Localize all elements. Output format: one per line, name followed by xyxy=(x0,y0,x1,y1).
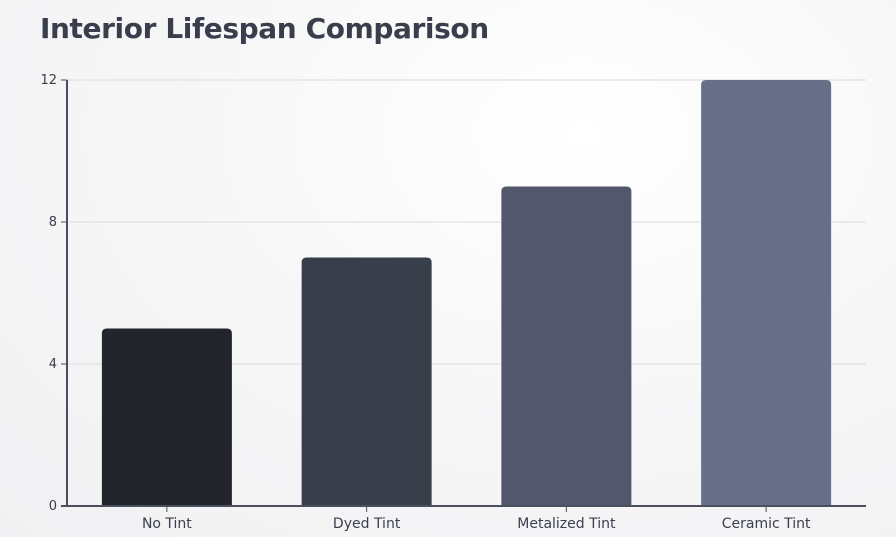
bar-metalized-tint[interactable] xyxy=(501,186,632,507)
y-tick-label: 0 xyxy=(49,499,57,514)
x-tick-labels: No Tint Dyed Tint Metalized Tint Ceramic Ti… xyxy=(142,516,811,532)
y-tick-label: 12 xyxy=(40,73,57,88)
x-tick-label: Dyed Tint xyxy=(333,516,401,532)
y-tick-label: 8 xyxy=(49,215,57,230)
chart-title: Interior Lifespan Comparison xyxy=(40,12,489,45)
y-tick-labels: 0 4 8 12 xyxy=(40,73,57,514)
x-tick-label: Metalized Tint xyxy=(517,516,616,532)
x-tick-label: No Tint xyxy=(142,516,192,532)
y-tick-label: 4 xyxy=(49,357,57,372)
x-tick-label: Ceramic Tint xyxy=(722,516,811,532)
bar-dyed-tint[interactable] xyxy=(301,257,432,507)
bars xyxy=(101,80,832,507)
bar-ceramic-tint[interactable] xyxy=(701,80,832,506)
bar-no-tint[interactable] xyxy=(101,328,232,507)
axes xyxy=(61,79,866,512)
